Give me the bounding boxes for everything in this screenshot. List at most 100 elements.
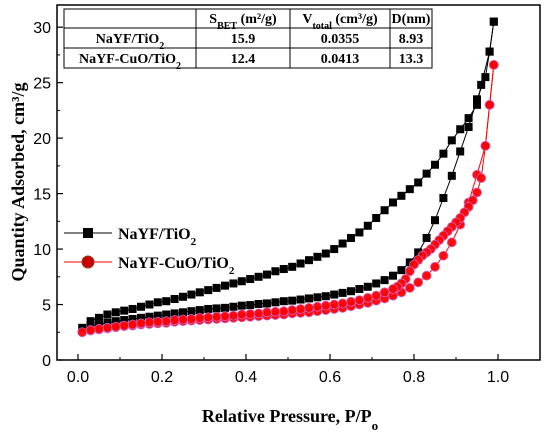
table-header-sbet: SBET (m²/g) [209, 12, 277, 32]
legend-label-1: NaYF/TiO [118, 226, 191, 243]
series-1-desorption-point [414, 178, 423, 187]
series-2-desorption-point [228, 310, 239, 321]
series-1-desorption-point [473, 100, 481, 109]
series-1-desorption-point [397, 191, 406, 200]
series-1-adsorption-point [481, 73, 490, 82]
series-1-desorption-point [338, 239, 347, 248]
x-axis-title-sub: o [372, 418, 379, 433]
y-tick-label-4: 20 [33, 131, 51, 148]
series-1-desorption-point [330, 245, 339, 254]
series-1-desorption-point [464, 114, 473, 123]
series-1-adsorption-point [338, 288, 347, 297]
series-1-desorption-point [212, 283, 221, 292]
series-1-adsorption-point [187, 307, 196, 316]
series-1-desorption-point [447, 136, 456, 145]
series-1 [78, 17, 498, 332]
series-2-desorption-point [320, 300, 331, 311]
series-1-adsorption-point [229, 302, 238, 311]
table-row-2-d: 13.3 [399, 52, 424, 67]
series-2-desorption-point [484, 99, 495, 110]
series-2-desorption-point [480, 140, 491, 151]
series-1-desorption-point [120, 306, 129, 315]
x-axis-title: Relative Pressure, P/Po [202, 406, 378, 433]
series-1-desorption-point [145, 300, 154, 309]
series-1-desorption-point [271, 267, 280, 276]
series-2-adsorption-point [430, 261, 440, 272]
series-1-adsorption-point [456, 147, 465, 156]
series-1-desorption-point [263, 270, 271, 279]
series-1-desorption-point [363, 221, 372, 230]
series-1-desorption-point [372, 214, 381, 222]
series-1-adsorption-point [263, 299, 271, 308]
series-2-desorption-point [262, 307, 272, 318]
series-1-adsorption-point [473, 95, 481, 104]
series-1-adsorption-point [355, 285, 364, 293]
table-row-1-sbet: 15.9 [231, 32, 256, 47]
legend-label-2-sub: 2 [229, 265, 235, 277]
x-tick-label-3: 0.6 [319, 369, 341, 386]
series-2-desorption-point [119, 320, 130, 331]
legend-circle-marker [81, 255, 95, 269]
series-2-desorption-point [136, 318, 146, 329]
legend-item-2: NaYF-CuO/TiO2 [64, 255, 235, 277]
series-1-desorption-point [246, 275, 255, 284]
series-1-adsorption-point [321, 292, 330, 301]
series-2-desorption-point [270, 306, 281, 317]
x-tick-label-4: 0.8 [403, 369, 425, 386]
svg-text:NaYF/TiO2: NaYF/TiO2 [118, 226, 197, 248]
series-1-adsorption-point [145, 312, 154, 321]
series-1-adsorption-point [221, 303, 229, 312]
series-2-desorption-point [253, 308, 264, 319]
table-row-1-vtotal: 0.0355 [321, 32, 360, 47]
series-1-adsorption-point [372, 279, 381, 288]
series-1-adsorption-point [439, 194, 448, 203]
series-2-desorption-point [178, 314, 188, 325]
legend-label-1-sub: 2 [191, 236, 197, 248]
series-1-adsorption-point [254, 299, 263, 308]
series-1-adsorption-point [380, 276, 389, 285]
series-2-desorption-point [186, 314, 197, 324]
series-1-desorption-point [111, 308, 120, 317]
series-2-desorption-point [476, 173, 487, 183]
x-axis-title-main: Relative Pressure, P/P [202, 406, 372, 426]
series-1-adsorption-point [464, 123, 473, 132]
series-1-desorption-point [456, 125, 465, 134]
series-2-desorption-point [278, 306, 289, 317]
series-1-desorption-point [439, 149, 448, 158]
series-2-desorption-point [110, 321, 121, 332]
legend-square-marker [83, 228, 93, 238]
series-1-desorption-point [170, 294, 179, 303]
series-2-desorption-point [287, 305, 298, 315]
series-1-desorption-point [279, 265, 288, 274]
series-1-adsorption-point [195, 306, 204, 315]
series-1-desorption-point [229, 279, 238, 288]
series-1-desorption-point [95, 313, 103, 322]
y-tick-label-2: 10 [33, 242, 51, 259]
series-1-desorption-point [187, 290, 196, 299]
axis-layer: 0.0 0.2 0.4 0.6 0.8 1.0 0 5 10 15 20 25 30 [33, 20, 509, 386]
series-1-adsorption-point [414, 248, 423, 257]
series-1-desorption-point [195, 288, 204, 297]
series-1-desorption-point [103, 310, 112, 319]
series-layer [77, 17, 499, 338]
series-2-desorption-line [90, 64, 495, 331]
series-1-desorption-point [128, 304, 137, 313]
series-1-adsorption-point [347, 287, 355, 296]
series-1-adsorption-point [137, 313, 145, 322]
series-1-desorption-point [296, 259, 305, 268]
series-1-desorption-point [355, 228, 364, 237]
series-1-adsorption-point [179, 308, 187, 317]
series-2-desorption-point [211, 311, 222, 322]
series-1-adsorption-point [212, 304, 221, 313]
series-1-desorption-point [313, 252, 322, 261]
legend-label-2: NaYF-CuO/TiO [118, 255, 229, 272]
series-2-desorption-point [152, 316, 163, 327]
series-1-adsorption-point [153, 311, 162, 320]
series-1-desorption-point [204, 286, 213, 295]
series-1-adsorption-point [397, 266, 406, 275]
series-2-desorption-point [379, 287, 390, 298]
table-row-2-sbet: 12.4 [231, 52, 256, 67]
series-1-adsorption-point [246, 301, 255, 310]
x-tick-label-2: 0.4 [235, 369, 257, 386]
